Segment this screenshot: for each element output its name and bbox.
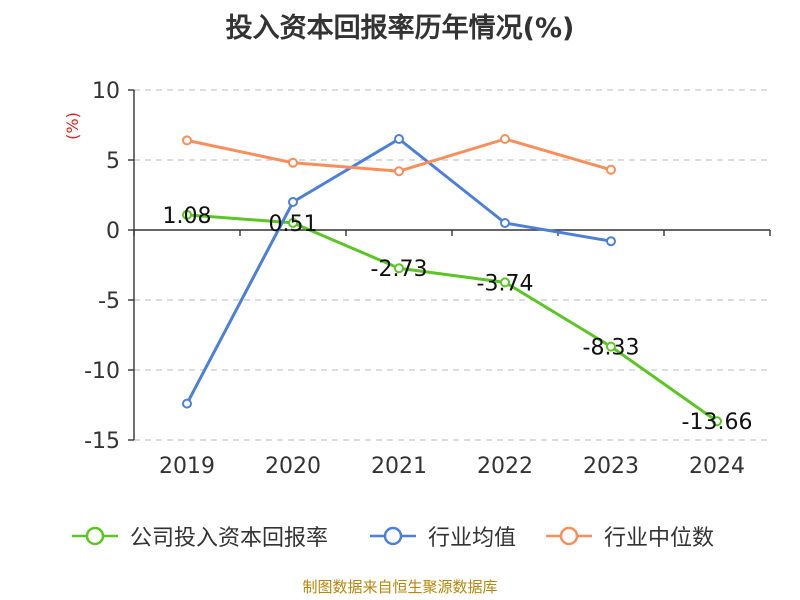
data-point <box>288 217 298 228</box>
legend-label: 行业中位数 <box>604 526 715 551</box>
y-tick-label: 0 <box>106 219 120 244</box>
legend: 公司投入资本回报率 行业均值 行业中位数 <box>0 518 800 554</box>
data-label: -13.66 <box>682 410 753 435</box>
legend-marker-icon <box>370 526 416 546</box>
data-point <box>500 134 510 144</box>
y-tick-label: 5 <box>106 149 120 174</box>
series-line <box>186 213 718 423</box>
data-point <box>394 263 404 274</box>
series-2 <box>182 134 616 177</box>
legend-item[interactable]: 公司投入资本回报率 <box>72 518 328 554</box>
legend-label: 公司投入资本回报率 <box>130 526 329 551</box>
y-tick-label: 10 <box>92 79 120 104</box>
data-label: -8.33 <box>583 336 640 361</box>
x-tick-label: 2021 <box>371 454 427 479</box>
data-point <box>394 166 404 177</box>
y-tick-label: -5 <box>98 289 120 314</box>
data-point <box>712 416 722 427</box>
legend-item[interactable]: 行业中位数 <box>546 518 714 554</box>
chart-title: 投入资本回报率历年情况(%) <box>225 13 575 44</box>
data-point <box>182 135 192 146</box>
x-tick-label: 2019 <box>159 454 215 479</box>
x-tick-label: 2023 <box>583 454 639 479</box>
source-note: 制图数据来自恒生聚源数据库 <box>302 578 498 596</box>
data-point <box>288 197 298 207</box>
data-point <box>606 236 616 247</box>
legend-marker-icon <box>72 526 118 546</box>
series-0 <box>182 209 722 427</box>
series-1 <box>182 134 616 409</box>
x-tick-label: 2020 <box>265 454 321 479</box>
data-point <box>500 277 510 288</box>
data-point <box>394 134 404 144</box>
data-point <box>606 341 616 352</box>
data-point <box>606 164 616 175</box>
x-tick-label: 2022 <box>477 454 533 479</box>
axis-layer: (%) 10 5 0 -5 -10 -15 2019 2020 2021 2022 2023 2024 <box>63 79 771 479</box>
legend-marker-icon <box>546 526 592 546</box>
data-label-layer: 1.08 0.51 -2.73 -3.74 -8.33 -13.66 <box>163 204 753 435</box>
y-tick-label: -15 <box>84 429 120 454</box>
series-layer <box>182 134 722 427</box>
data-label: -2.73 <box>371 257 428 282</box>
data-label: 0.51 <box>269 212 318 237</box>
data-label: 1.08 <box>163 204 212 229</box>
x-tick-label: 2024 <box>689 454 745 479</box>
y-tick-label: -10 <box>84 359 120 384</box>
data-point <box>500 218 510 228</box>
y-axis-label: (%) <box>63 112 82 140</box>
data-point <box>182 209 192 220</box>
data-point <box>182 398 192 409</box>
grid-layer <box>134 89 770 441</box>
data-point <box>288 157 298 168</box>
data-label: -3.74 <box>477 271 534 296</box>
legend-item[interactable]: 行业均值 <box>370 518 516 554</box>
legend-label: 行业均值 <box>428 526 517 551</box>
